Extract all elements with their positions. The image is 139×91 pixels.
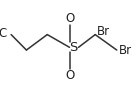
Text: O: O — [65, 12, 74, 25]
Text: S: S — [69, 41, 78, 54]
Text: O: O — [65, 69, 74, 82]
Text: Br: Br — [97, 25, 110, 38]
Text: Br: Br — [119, 44, 132, 57]
Text: H$_3$C: H$_3$C — [0, 27, 8, 42]
